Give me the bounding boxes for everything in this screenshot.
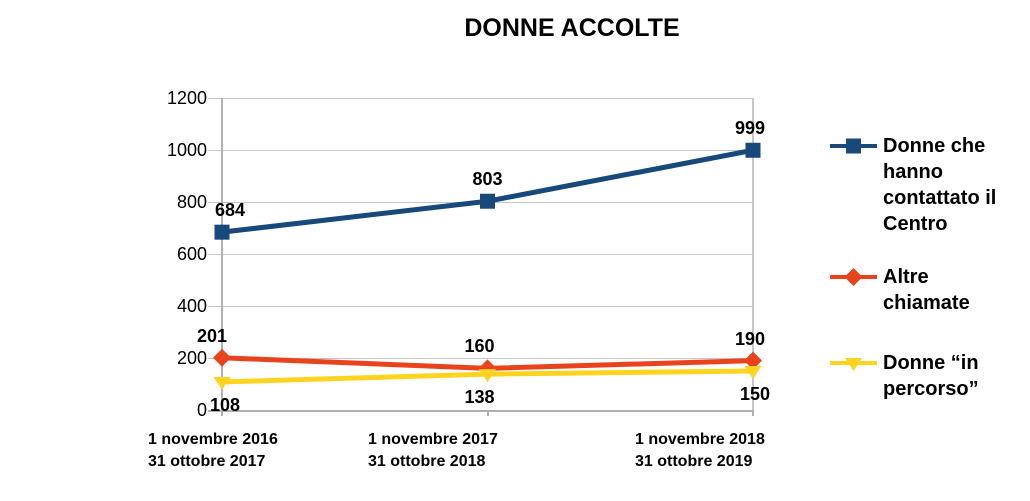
legend-label: Donne che hanno contattato il Centro (883, 135, 997, 235)
y-axis: 1200 1000 800 600 400 200 0 (130, 89, 207, 419)
legend-marker-icon (830, 133, 877, 159)
y-axis-tick-label: 1000 (166, 140, 207, 160)
y-axis-tick-label: 400 (176, 296, 207, 316)
series-plot (213, 142, 762, 390)
legend-label: Donne “in percorso” (883, 352, 979, 400)
x-axis-category-label: 1 novembre 2016 31 ottobre 2017 (148, 431, 278, 470)
data-point-marker (744, 366, 762, 379)
y-axis-tick-label: 1200 (166, 88, 207, 108)
data-point-marker (744, 351, 762, 370)
data-point-label: 201 (196, 325, 228, 346)
data-point-marker (213, 348, 231, 367)
plot-right-border (752, 98, 754, 415)
x-axis: 1 novembre 2016 31 ottobre 2017 1 novembr… (0, 429, 1030, 489)
y-axis-line (221, 98, 223, 415)
data-point-label: 999 (734, 118, 766, 139)
series-line-0 (221, 147, 754, 235)
legend-marker-icon (830, 264, 877, 290)
gridline (208, 97, 753, 99)
x-axis-tick (221, 410, 223, 416)
data-point-marker (214, 224, 230, 240)
x-axis-tick (752, 410, 754, 416)
gridline (208, 357, 753, 359)
data-point-marker (745, 142, 761, 158)
gridline (208, 409, 753, 412)
legend-label: Altre chiamate (883, 266, 970, 314)
legend-entry: Altre chiamate (830, 264, 970, 316)
data-point-label: 138 (464, 387, 495, 408)
gridline (208, 149, 753, 151)
data-point-label: 803 (472, 169, 503, 190)
data-point-label: 150 (739, 384, 771, 404)
y-axis-tick-label: 200 (176, 348, 207, 368)
data-point-marker (480, 193, 495, 209)
legend-entry: Donne “in percorso” (830, 350, 979, 402)
y-axis-tick-label: 0 (196, 400, 207, 420)
chart-title: DONNE ACCOLTE (464, 14, 680, 42)
x-axis-category-label: 1 novembre 2017 31 ottobre 2018 (368, 431, 498, 470)
x-axis-tick (486, 410, 489, 416)
y-axis-tick-label: 600 (176, 244, 207, 264)
data-point-label: 160 (464, 336, 495, 357)
legend-entry: Donne che hanno contattato il Centro (830, 133, 996, 237)
data-point-label: 108 (209, 394, 241, 415)
legend-marker-icon (830, 350, 877, 376)
gridline (208, 305, 753, 307)
legend: Donne che hanno contattato il Centro Altr… (830, 0, 1030, 501)
plot-area: 684 803 999 201 160 190 108 138 150 (197, 97, 770, 416)
gridline (208, 253, 753, 255)
data-point-label: 684 (214, 200, 246, 221)
y-axis-tick-label: 800 (176, 192, 207, 212)
x-axis-category-label: 1 novembre 2018 31 ottobre 2019 (635, 431, 765, 470)
data-point-marker (479, 369, 496, 383)
data-point-marker (213, 376, 231, 390)
data-point-label: 190 (734, 328, 766, 349)
